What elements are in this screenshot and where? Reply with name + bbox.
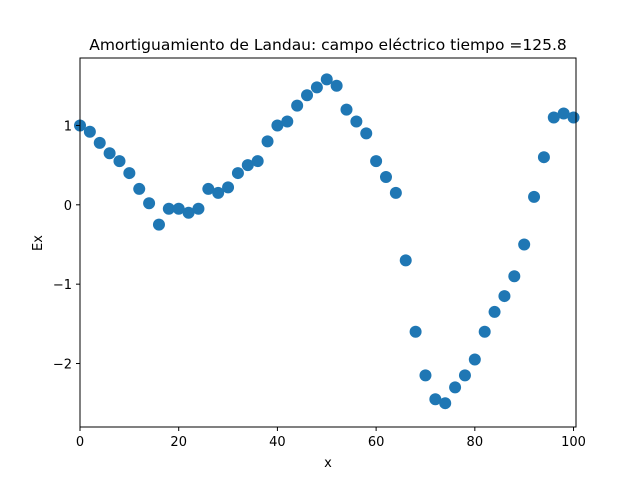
data-point [409,325,422,338]
data-point [123,167,136,180]
data-point [567,111,580,124]
x-tick-label: 20 [170,435,187,450]
data-point [557,107,570,120]
data-point [340,103,353,116]
y-tick-label: −2 [53,358,72,373]
data-point [231,167,244,180]
data-point [419,369,432,382]
data-point [192,202,205,215]
y-tick-label: 0 [64,199,72,214]
x-tick-label: 100 [561,435,586,450]
data-point [182,206,195,219]
data-point [350,115,363,128]
data-point [458,369,471,382]
data-point [537,151,550,164]
data-point [547,111,560,124]
data-points [74,73,580,410]
data-point [370,155,383,168]
data-point [379,171,392,184]
chart-title: Amortiguamiento de Landau: campo eléctri… [89,36,567,54]
data-point [143,197,156,210]
data-point [83,125,96,138]
y-tick-label: −1 [53,278,72,293]
x-tick-label: 80 [467,435,484,450]
data-point [291,99,304,112]
y-axis-label: Ex [31,235,46,251]
data-point [468,353,481,366]
data-point [320,73,333,86]
x-tick-label: 40 [269,435,286,450]
data-point [399,254,412,267]
data-point [261,135,274,148]
data-point [528,190,541,203]
data-point [241,159,254,172]
data-point [113,155,126,168]
data-point [281,115,294,128]
x-tick-label: 60 [368,435,385,450]
y-axis-ticks: −2 −1 0 1 [53,119,80,373]
data-point [172,202,185,215]
x-tick-label: 0 [76,435,84,450]
x-axis-ticks: 0 20 40 60 80 100 [76,427,586,450]
data-point [360,127,373,140]
data-point [271,119,284,132]
data-point [152,218,165,231]
plot-frame [79,57,577,428]
data-point [222,181,235,194]
x-axis-label: x [324,456,332,471]
data-point [478,325,491,338]
data-point [498,290,511,303]
data-point [449,381,462,394]
data-point [251,155,264,168]
data-point [133,182,146,195]
data-point [508,270,521,283]
data-point [488,305,501,318]
data-point [162,202,175,215]
data-point [439,397,452,410]
data-point [93,136,106,149]
data-point [103,147,116,160]
y-tick-label: 1 [64,119,72,134]
data-point [389,186,402,199]
data-point [301,89,314,102]
data-point [330,79,343,92]
data-point [429,393,442,406]
data-point [212,186,225,199]
data-point [202,182,215,195]
data-point [518,238,531,251]
data-point [310,81,323,94]
